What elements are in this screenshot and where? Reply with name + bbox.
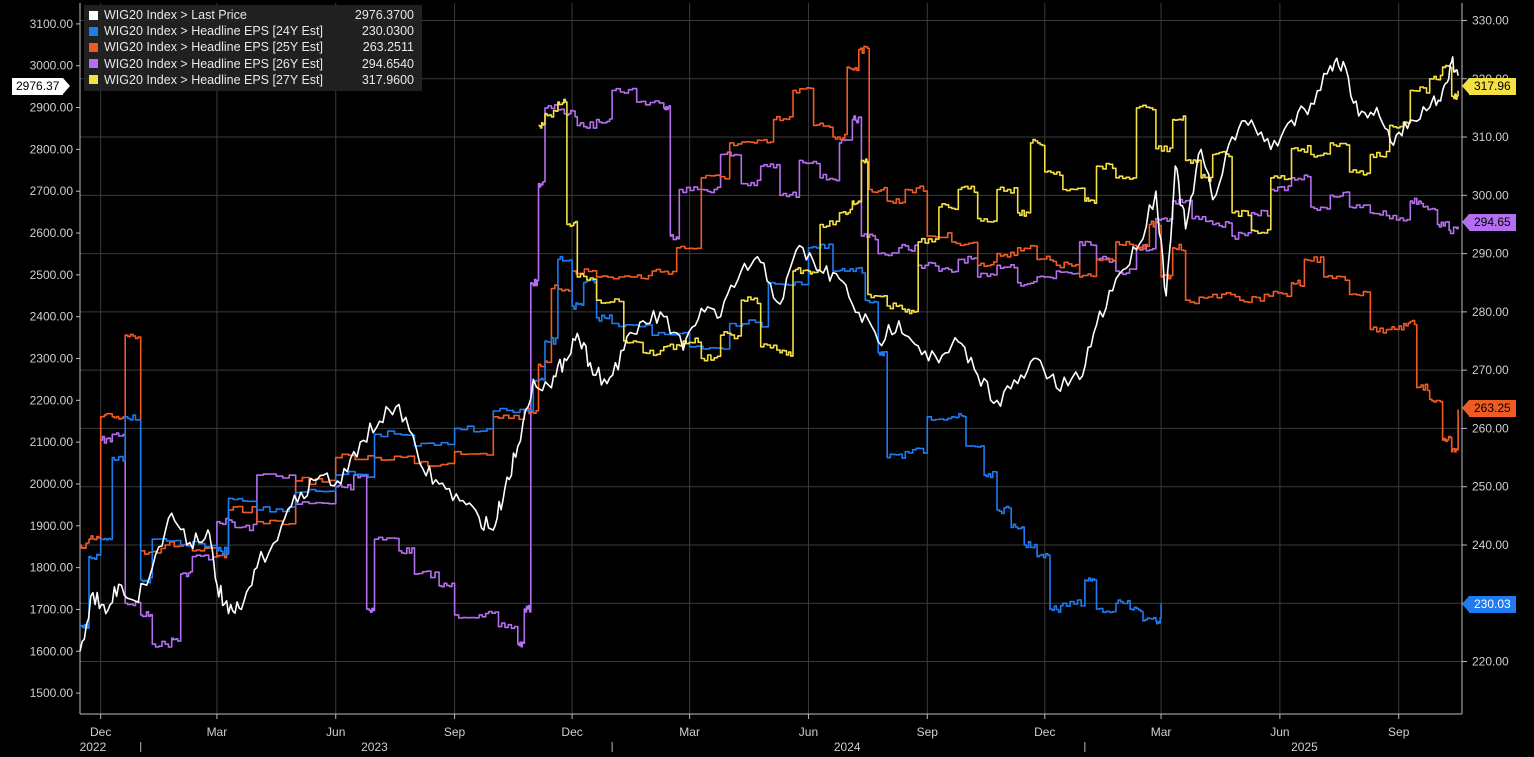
left-axis-tick-label: 1800.00 xyxy=(30,561,74,575)
left-axis-tick-label: 1500.00 xyxy=(30,686,74,700)
x-axis-month-label: Dec xyxy=(90,725,111,739)
x-axis-month-label: Sep xyxy=(1388,725,1410,739)
right-axis-tick-label: 220.00 xyxy=(1472,655,1509,669)
series-line-4 xyxy=(538,64,1459,362)
right-axis-tick-label: 270.00 xyxy=(1472,363,1509,377)
series-lines xyxy=(79,45,1459,652)
x-axis-month-label: Mar xyxy=(1151,725,1172,739)
series-line-0 xyxy=(79,56,1459,652)
legend-swatch xyxy=(89,26,98,36)
x-axis-month-label: Jun xyxy=(326,725,345,739)
legend-value: 263.2511 xyxy=(362,40,414,55)
eps24-value-tag: 230.03 xyxy=(1462,596,1516,613)
left-axis-tick-label: 1700.00 xyxy=(30,602,74,616)
eps27-value-tag: 317.96 xyxy=(1462,78,1516,95)
legend-item: WIG20 Index > Headline EPS [25Y Est] 263… xyxy=(89,39,414,55)
x-axis-year-label: 2024 xyxy=(834,740,861,754)
left-axis-tick-label: 2700.00 xyxy=(30,184,74,198)
left-axis-tick-label: 3100.00 xyxy=(30,17,74,31)
last-price-tag: 2976.37 xyxy=(12,78,71,95)
left-axis-tick-label: 2000.00 xyxy=(30,477,74,491)
legend-value: 294.6540 xyxy=(361,56,414,71)
right-axis-tick-label: 290.00 xyxy=(1472,247,1509,261)
legend-value: 2976.3700 xyxy=(354,8,414,22)
legend-swatch xyxy=(89,75,98,85)
legend-item: WIG20 Index > Headline EPS [24Y Est] 230… xyxy=(89,23,414,39)
legend-item: WIG20 Index > Headline EPS [27Y Est] 317… xyxy=(89,72,414,88)
right-axis-tick-label: 300.00 xyxy=(1472,188,1509,202)
x-axis-year-label: 2025 xyxy=(1291,740,1318,754)
series-line-2 xyxy=(80,45,1459,559)
x-axis-month-label: Jun xyxy=(1270,725,1289,739)
left-axis-tick-label: 2600.00 xyxy=(30,226,74,240)
left-axis-tick-label: 2500.00 xyxy=(30,268,74,282)
legend-label: WIG20 Index > Last Price xyxy=(104,8,247,22)
gridlines xyxy=(80,3,1462,714)
right-axis-tick-label: 260.00 xyxy=(1472,421,1509,435)
x-axis-month-label: Sep xyxy=(444,725,466,739)
right-axis-tick-label: 280.00 xyxy=(1472,305,1509,319)
left-axis-tick-label: 3000.00 xyxy=(30,59,74,73)
x-axis-month-label: Sep xyxy=(917,725,939,739)
eps25-value-tag: 263.25 xyxy=(1462,400,1516,417)
right-axis-tick-label: 330.00 xyxy=(1472,13,1509,27)
x-axis-month-label: Jun xyxy=(799,725,818,739)
eps26-value-tag: 294.65 xyxy=(1462,214,1516,231)
legend-item: WIG20 Index > Headline EPS [26Y Est] 294… xyxy=(89,56,414,72)
series-line-1 xyxy=(80,243,1162,629)
left-axis-tick-label: 1600.00 xyxy=(30,644,74,658)
tick-labels: 220.00230.00240.00250.00260.00270.00280.… xyxy=(30,13,1509,754)
right-axis-tick-label: 310.00 xyxy=(1472,130,1509,144)
legend-swatch xyxy=(89,43,98,52)
left-axis-tick-label: 2200.00 xyxy=(30,393,74,407)
x-axis-month-label: Mar xyxy=(207,725,228,739)
left-axis-tick-label: 2300.00 xyxy=(30,352,74,366)
x-axis-month-label: Mar xyxy=(679,725,700,739)
legend: WIG20 Index > Last Price 2976.3700 WIG20… xyxy=(84,5,422,92)
legend-swatch xyxy=(89,59,98,69)
legend-label: WIG20 Index > Headline EPS [25Y Est] xyxy=(104,40,323,55)
legend-item: WIG20 Index > Last Price 2976.3700 xyxy=(89,7,414,23)
left-axis-tick-label: 2400.00 xyxy=(30,310,74,324)
x-axis-month-label: Dec xyxy=(1034,725,1055,739)
x-axis-year-label: 2022 xyxy=(80,740,107,754)
legend-value: 317.9600 xyxy=(361,72,414,87)
legend-swatch xyxy=(89,10,98,20)
x-axis-month-label: Dec xyxy=(561,725,582,739)
x-axis-year-label: 2023 xyxy=(361,740,388,754)
left-axis-tick-label: 2900.00 xyxy=(30,101,74,115)
right-axis-tick-label: 240.00 xyxy=(1472,538,1509,552)
legend-value: 230.0300 xyxy=(361,24,414,39)
left-axis-tick-label: 1900.00 xyxy=(30,519,74,533)
legend-label: WIG20 Index > Headline EPS [24Y Est] xyxy=(104,24,323,39)
series-line-3 xyxy=(100,87,1459,648)
left-axis-tick-label: 2800.00 xyxy=(30,142,74,156)
legend-label: WIG20 Index > Headline EPS [26Y Est] xyxy=(104,56,323,71)
left-axis-tick-label: 2100.00 xyxy=(30,435,74,449)
legend-label: WIG20 Index > Headline EPS [27Y Est] xyxy=(104,72,323,87)
axes xyxy=(76,3,1467,752)
right-axis-tick-label: 250.00 xyxy=(1472,480,1509,494)
